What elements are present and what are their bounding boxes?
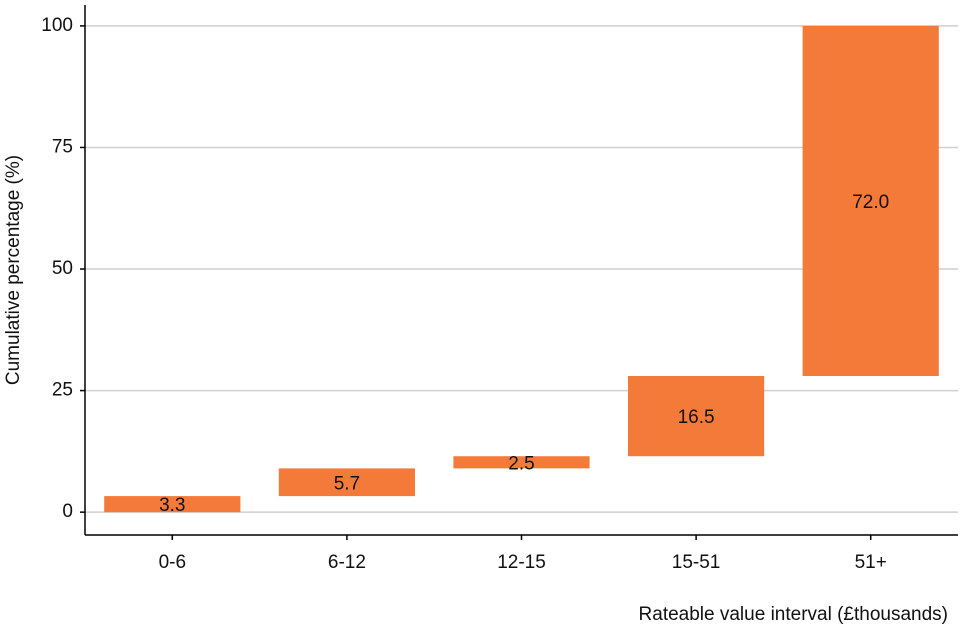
bar (104, 496, 241, 513)
bar (802, 25, 939, 376)
y-tick-label: 25 (52, 380, 73, 401)
bar (628, 376, 765, 457)
x-tick-label: 6-12 (328, 552, 366, 573)
x-tick-label: 15-51 (672, 552, 721, 573)
y-tick-label: 50 (52, 258, 73, 279)
bar (453, 456, 590, 469)
x-tick-label: 51+ (855, 552, 887, 573)
y-tick-label: 75 (52, 136, 73, 157)
data-label: 2.5 (508, 453, 534, 474)
y-axis-title: Cumulative percentage (%) (3, 155, 24, 385)
y-tick-label: 100 (41, 15, 73, 36)
data-label: 72.0 (852, 192, 889, 213)
data-label: 16.5 (678, 407, 715, 428)
x-axis-title: Rateable value interval (£thousands) (639, 604, 948, 625)
x-tick-label: 12-15 (497, 552, 546, 573)
y-tick-label: 0 (62, 501, 73, 522)
bar (278, 468, 415, 497)
data-label: 5.7 (334, 473, 360, 494)
data-label: 3.3 (159, 495, 185, 516)
x-tick-label: 0-6 (159, 552, 186, 573)
